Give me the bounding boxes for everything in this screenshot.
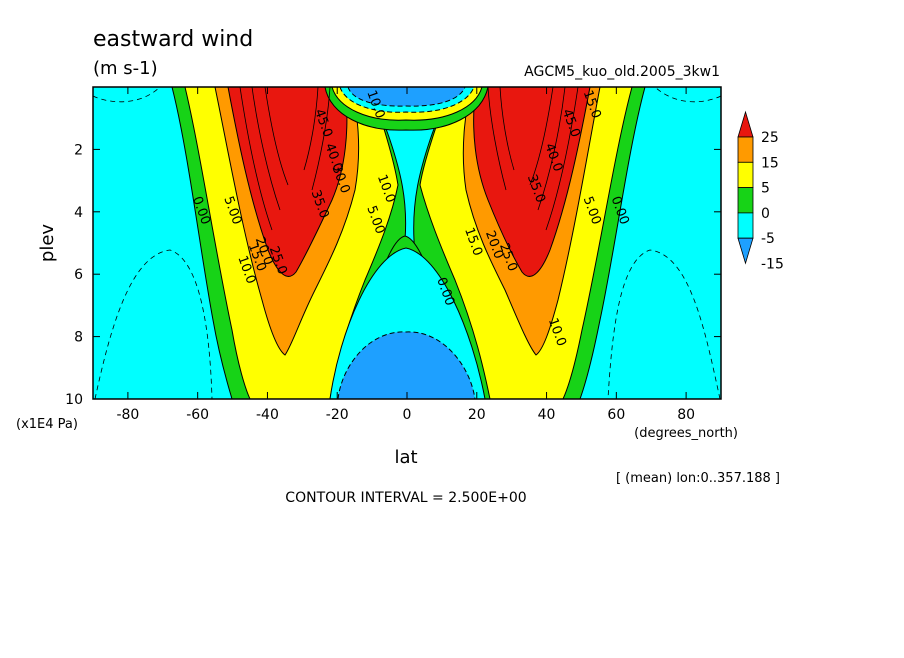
equator-blue-dome xyxy=(337,331,476,399)
chart-title: eastward wind xyxy=(93,27,253,52)
upper-blue-cap xyxy=(347,87,466,107)
y-axis-label: plev xyxy=(37,224,58,263)
x-tick-label: -20 xyxy=(326,407,349,423)
y-tick-label: 4 xyxy=(74,205,83,221)
colorbar-label: 25 xyxy=(761,130,779,146)
x-axis-units: (degrees_north) xyxy=(634,426,738,441)
colorbar-label: 15 xyxy=(761,155,779,171)
contour-interval-note: CONTOUR INTERVAL = 2.500E+00 xyxy=(285,490,526,506)
north-red-core xyxy=(473,87,591,277)
y-tick-label: 2 xyxy=(74,142,83,158)
y-tick-label: 6 xyxy=(74,267,83,283)
colorbar-label: 0 xyxy=(761,206,770,222)
colorbar: 25 15 5 0 -5 -15 xyxy=(737,110,784,273)
colorbar-label: 5 xyxy=(761,181,770,197)
colorbar-label: -15 xyxy=(761,257,784,273)
colorbar-bottom-arrow xyxy=(737,237,754,265)
y-axis: 2 4 6 8 10 xyxy=(65,142,721,408)
run-label: AGCM5_kuo_old.2005_3kw1 xyxy=(524,64,720,80)
jet-contour-lines xyxy=(239,87,579,231)
x-tick-label: 80 xyxy=(677,407,695,423)
colorbar-segment xyxy=(737,161,754,189)
x-tick-label: -80 xyxy=(116,407,139,423)
x-axis-label: lat xyxy=(394,447,417,468)
y-tick-label: 10 xyxy=(65,392,83,408)
contour-field xyxy=(93,87,721,399)
colorbar-label: -5 xyxy=(761,231,775,247)
colorbar-top-arrow xyxy=(737,110,754,138)
colorbar-segment xyxy=(737,136,754,163)
x-tick-label: -40 xyxy=(256,407,279,423)
colorbar-segment xyxy=(737,187,754,214)
colorbar-segment xyxy=(737,212,754,239)
x-tick-label: 0 xyxy=(403,407,412,423)
chart-subtitle: (m s-1) xyxy=(93,58,158,79)
x-axis: -80 -60 -40 -20 0 20 40 60 80 xyxy=(116,87,695,423)
south-red-core xyxy=(227,87,348,277)
polar-dashed-contours xyxy=(93,87,721,399)
x-tick-label: -60 xyxy=(186,407,209,423)
x-tick-label: 60 xyxy=(607,407,625,423)
y-axis-units: (x1E4 Pa) xyxy=(16,417,78,432)
mean-note: [ (mean) lon:0..357.188 ] xyxy=(616,471,780,486)
y-tick-label: 8 xyxy=(74,330,83,346)
x-tick-label: 40 xyxy=(538,407,556,423)
x-tick-label: 20 xyxy=(468,407,486,423)
